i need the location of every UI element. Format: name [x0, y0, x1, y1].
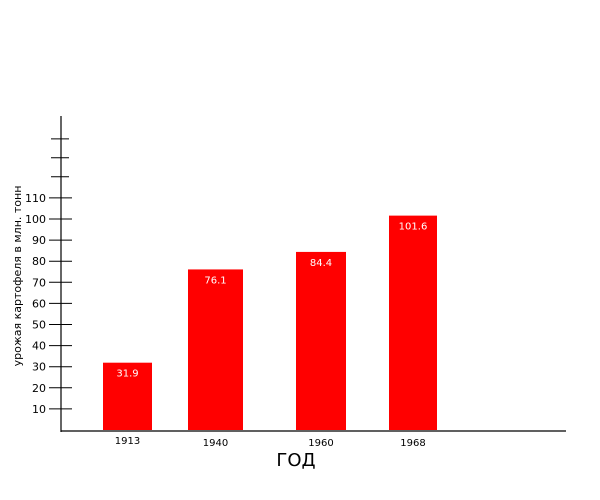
- y-tick-label: 20: [32, 382, 46, 395]
- y-tick-label: 70: [32, 276, 46, 289]
- bar: [389, 215, 437, 430]
- y-tick-label: 40: [32, 340, 46, 353]
- bar: [188, 269, 243, 430]
- data-label: 76.1: [204, 275, 226, 286]
- y-axis-label: урожая картофеля в млн. тонн: [11, 186, 24, 367]
- y-tick-label: 110: [25, 192, 46, 205]
- x-axis-label: ГОД: [276, 450, 315, 471]
- x-category-label: 1913: [115, 436, 140, 447]
- bars: [103, 215, 437, 430]
- y-tick-label: 10: [32, 403, 46, 416]
- y-tick-label: 80: [32, 255, 46, 268]
- y-tick-label: 100: [25, 213, 46, 226]
- data-label: 101.6: [399, 222, 428, 233]
- data-label: 84.4: [310, 258, 332, 269]
- y-tick-label: 90: [32, 234, 46, 247]
- x-category-label: 1940: [203, 438, 228, 449]
- y-tick-label: 50: [32, 319, 46, 332]
- axes: [60, 116, 566, 432]
- data-label: 31.9: [116, 369, 138, 380]
- bar: [103, 362, 152, 430]
- bar: [296, 251, 346, 430]
- x-category-label: 1960: [308, 438, 333, 449]
- y-tick-label: 60: [32, 297, 46, 310]
- labels: 31.9 1913 76.1 1940 84.4 1960 101.6 1968: [115, 222, 428, 449]
- y-tick-label: 30: [32, 361, 46, 374]
- y-axis-ticks: 10 20 30 40 50 60 70 80 90 100 110: [25, 138, 72, 416]
- x-category-label: 1968: [400, 438, 425, 449]
